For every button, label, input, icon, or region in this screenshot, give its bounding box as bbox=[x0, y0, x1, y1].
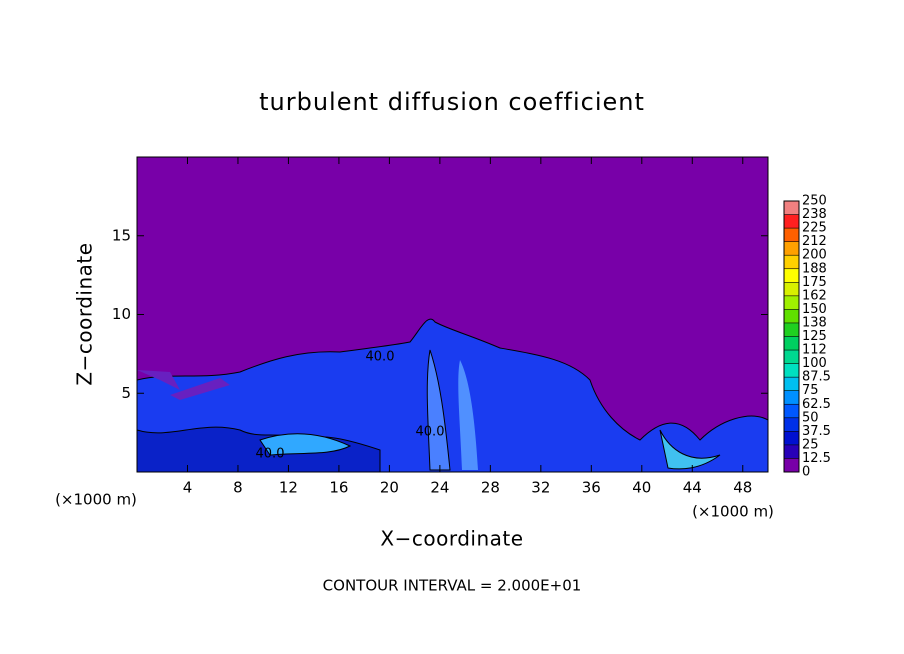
colorbar-label: 112 bbox=[802, 343, 827, 358]
x-tick-label: 4 bbox=[183, 479, 193, 497]
chart-title: turbulent diffusion coefficient bbox=[259, 88, 645, 116]
x-tick-label: 16 bbox=[329, 479, 348, 497]
colorbar-label: 188 bbox=[802, 261, 827, 276]
colorbar-label: 238 bbox=[802, 207, 827, 222]
colorbar-label: 162 bbox=[802, 288, 827, 303]
contour-label: 40.0 bbox=[416, 425, 445, 440]
x-tick-label: 24 bbox=[430, 479, 449, 497]
colorbar-band bbox=[784, 377, 799, 391]
colorbar-label: 212 bbox=[802, 234, 827, 249]
colorbar-band bbox=[784, 390, 799, 405]
x-tick-label: 40 bbox=[632, 479, 651, 497]
y-tick-label: 15 bbox=[112, 226, 131, 244]
x-tick-label: 20 bbox=[380, 479, 399, 497]
colorbar-label: 62.5 bbox=[802, 397, 831, 412]
colorbar-band bbox=[784, 201, 799, 215]
colorbar-band bbox=[784, 214, 799, 229]
x-tick-label: 48 bbox=[733, 479, 752, 497]
x-tick-label: 12 bbox=[279, 479, 298, 497]
colorbar-band bbox=[784, 350, 799, 364]
colorbar-label: 87.5 bbox=[802, 370, 831, 385]
colorbar-band bbox=[784, 417, 799, 432]
colorbar-label: 100 bbox=[802, 356, 827, 371]
colorbar-band bbox=[784, 255, 799, 269]
x-tick-label: 32 bbox=[531, 479, 550, 497]
colorbar-label: 225 bbox=[802, 221, 827, 236]
field bbox=[137, 318, 768, 472]
colorbar-band bbox=[784, 404, 799, 418]
x-tick-label: 44 bbox=[683, 479, 702, 497]
colorbar-band bbox=[784, 431, 799, 445]
colorbar-label: 150 bbox=[802, 302, 827, 317]
colorbar-band bbox=[784, 268, 799, 283]
colorbar-band bbox=[784, 241, 799, 256]
colorbar-label: 50 bbox=[802, 410, 819, 425]
colorbar-label: 12.5 bbox=[802, 451, 831, 466]
x-tick-label: 36 bbox=[582, 479, 601, 497]
x-tick-label: 8 bbox=[233, 479, 243, 497]
x-unit: (×1000 m) bbox=[55, 491, 137, 509]
colorbar-band bbox=[784, 322, 799, 337]
colorbar-label: 175 bbox=[802, 275, 827, 290]
colorbar-band bbox=[784, 228, 799, 242]
y-tick-label: 5 bbox=[121, 384, 131, 402]
colorbar-band bbox=[784, 458, 799, 472]
colorbar-label: 200 bbox=[802, 248, 827, 263]
y-axis-title: Z−coordinate bbox=[73, 242, 97, 385]
colorbar-band bbox=[784, 309, 799, 323]
y-tick-label: 10 bbox=[112, 305, 131, 323]
colorbar-label: 37.5 bbox=[802, 424, 831, 439]
contour-label: 40.0 bbox=[366, 350, 395, 365]
colorbar-band bbox=[784, 444, 799, 459]
annotation: CONTOUR INTERVAL = 2.000E+01 bbox=[323, 577, 582, 595]
colorbar-band bbox=[784, 282, 799, 296]
colorbar-label: 75 bbox=[802, 383, 819, 398]
colorbar-label: 125 bbox=[802, 329, 827, 344]
x-tick-label: 28 bbox=[481, 479, 500, 497]
colorbar-label: 250 bbox=[802, 194, 827, 209]
colorbar-band bbox=[784, 336, 799, 351]
contour-label: 40.0 bbox=[256, 447, 285, 462]
colorbar-band bbox=[784, 295, 799, 310]
colorbar-label: 0 bbox=[802, 465, 810, 480]
x-axis-title: X−coordinate bbox=[380, 527, 523, 551]
x-unit: (×1000 m) bbox=[692, 503, 774, 521]
colorbar-label: 25 bbox=[802, 437, 819, 452]
colorbar-band bbox=[784, 363, 799, 378]
colorbar-label: 138 bbox=[802, 315, 827, 330]
